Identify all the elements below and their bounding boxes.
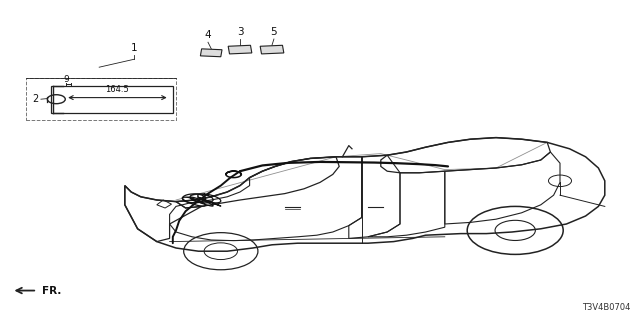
Text: 1: 1 bbox=[131, 43, 138, 53]
Text: T3V4B0704: T3V4B0704 bbox=[582, 303, 630, 312]
Text: 4: 4 bbox=[205, 30, 211, 40]
Text: 9: 9 bbox=[64, 75, 69, 84]
Text: FR.: FR. bbox=[42, 285, 61, 296]
Text: 5: 5 bbox=[271, 27, 277, 37]
Polygon shape bbox=[200, 49, 222, 57]
Text: 2: 2 bbox=[32, 94, 38, 104]
Polygon shape bbox=[228, 45, 252, 54]
Text: 164.5: 164.5 bbox=[106, 85, 129, 94]
Text: 3: 3 bbox=[237, 27, 243, 37]
Polygon shape bbox=[260, 45, 284, 54]
